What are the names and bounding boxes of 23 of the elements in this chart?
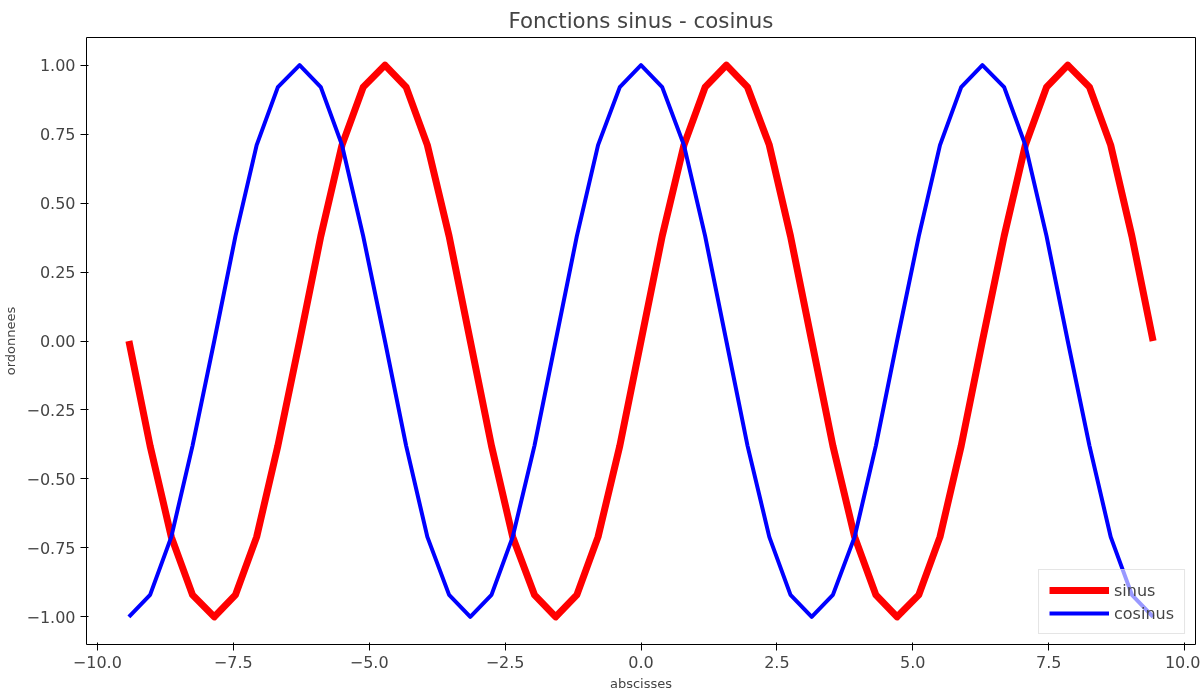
legend-label: cosinus xyxy=(1114,603,1174,623)
legend-label: sinus xyxy=(1114,580,1156,600)
y-tick-label: −0.50 xyxy=(26,469,76,489)
x-tick-label: 0.0 xyxy=(628,652,654,672)
y-tick-label: 0.75 xyxy=(39,125,76,145)
x-tick-label: 2.5 xyxy=(764,652,790,672)
x-tick-label: −2.5 xyxy=(485,652,525,672)
y-tick-label: 1.00 xyxy=(39,56,76,76)
x-tick-label: −7.5 xyxy=(213,652,253,672)
y-tick-label: 0.25 xyxy=(39,263,76,283)
x-tick-label: −5.0 xyxy=(349,652,389,672)
x-tick-label: 5.0 xyxy=(900,652,926,672)
y-tick-label: 0.50 xyxy=(39,194,76,214)
x-tick-label: 10.0 xyxy=(1164,652,1201,672)
y-tick-label: −0.25 xyxy=(26,400,76,420)
y-axis-title: ordonnees xyxy=(3,306,19,376)
y-tick-label: −1.00 xyxy=(26,607,76,627)
chart-title: Fonctions sinus - cosinus xyxy=(508,7,774,33)
y-tick-label: 0.00 xyxy=(39,332,76,351)
x-tick-label: −10.0 xyxy=(72,652,122,672)
y-tick-label: −0.75 xyxy=(26,538,76,558)
x-tick-label: 7.5 xyxy=(1036,652,1062,672)
x-axis-title: abscisses xyxy=(609,675,673,691)
